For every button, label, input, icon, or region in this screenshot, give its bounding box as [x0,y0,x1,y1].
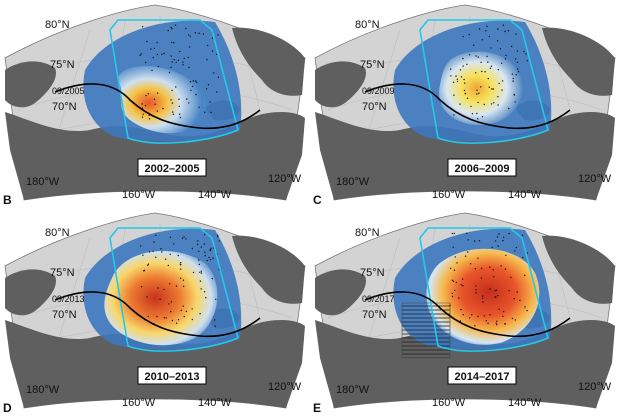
map-panel-d: 80°N 75°N 70°N 180°W 160°W 140°W 120°W 09/2013 2… [3,212,306,415]
ice-edge-date-label: 09/2013 [52,294,85,304]
latitude-label: 75°N [50,267,75,279]
period-label: 2014–2017 [454,371,509,383]
latitude-label: 70°N [362,309,387,321]
longitude-label: 180°W [26,176,60,188]
ice-edge-date-label: 09/2017 [362,294,395,304]
latitude-label: 80°N [45,19,70,31]
longitude-label: 180°W [336,176,370,188]
latitude-label: 80°N [45,227,70,239]
latitude-label: 80°N [355,19,380,31]
period-box [447,158,517,177]
map-panel-e: 80°N 75°N 70°N 180°W 160°W 140°W 120°W 09/2017 2… [313,212,616,415]
latitude-label: 75°N [360,59,385,71]
latitude-label: 75°N [50,59,75,71]
ice-edge-date-label: 09/2009 [362,86,395,96]
longitude-label: 140°W [508,397,542,409]
longitude-label: 180°W [26,384,60,396]
latitude-label: 70°N [52,101,77,113]
study-area-box [419,227,549,352]
latitude-label: 80°N [355,227,380,239]
canadian-archipelago-land [542,27,615,96]
land [5,27,305,200]
concentration-heatmap [104,251,218,346]
longitude-label: 180°W [336,384,370,396]
study-area-box [109,19,239,144]
longitude-label: 120°W [268,173,302,185]
map-panel-c: 80°N 75°N 70°N 180°W 160°W 140°W 120°W 09/2009 2… [313,4,616,207]
canadian-archipelago-land [232,27,305,96]
longitude-label: 160°W [122,189,156,201]
ice-edge-line [54,291,261,338]
observation-points [450,24,528,120]
period-label: 2006–2009 [454,163,509,175]
period-label: 2010–2013 [144,371,199,383]
alaska-canada-land [5,320,305,408]
observation-points [449,232,529,327]
longitude-label: 140°W [198,397,232,409]
siberia-land [315,61,366,108]
latitude-label: 70°N [362,101,387,113]
concentration-heatmap [118,65,206,134]
period-box [137,158,207,177]
siberia-land [315,269,366,316]
study-area-box [419,19,549,144]
longitude-label: 120°W [268,381,302,393]
land [315,235,615,408]
latitude-label: 75°N [360,267,385,279]
alaska-canada-land [315,320,615,408]
observation-points [140,233,220,327]
ice-edge-line [364,291,571,338]
concentration-heatmap [426,248,540,345]
panel-letter: B [3,193,12,207]
canadian-archipelago-land [232,235,305,304]
longitude-label: 140°W [508,189,542,201]
longitude-label: 120°W [578,173,612,185]
period-box [137,366,207,385]
study-area-box [109,227,239,352]
canadian-archipelago-land [542,235,615,304]
alaska-canada-land [315,112,615,200]
ice-edge-line [364,83,571,130]
map-panels: 80°N 75°N 70°N 180°W 160°W 140°W 120°W 09/2005 2… [3,4,616,415]
siberia-land [5,61,56,108]
longitude-label: 160°W [122,397,156,409]
longitude-label: 160°W [432,397,466,409]
period-label: 2002–2005 [144,163,199,175]
map-panel-b: 80°N 75°N 70°N 180°W 160°W 140°W 120°W 09/2005 2… [3,4,306,207]
latitude-label: 70°N [52,309,77,321]
panel-letter: C [313,193,322,207]
period-box [447,366,517,385]
ice-edge-date-label: 09/2005 [52,86,85,96]
longitude-label: 120°W [578,381,612,393]
panel-letter: E [313,401,321,415]
longitude-label: 160°W [432,189,466,201]
alaska-canada-land [5,112,305,200]
panel-letter: D [3,401,12,415]
longitude-label: 140°W [198,189,232,201]
observation-points [139,24,221,120]
ice-edge-line [54,83,261,130]
siberia-land [5,269,56,316]
